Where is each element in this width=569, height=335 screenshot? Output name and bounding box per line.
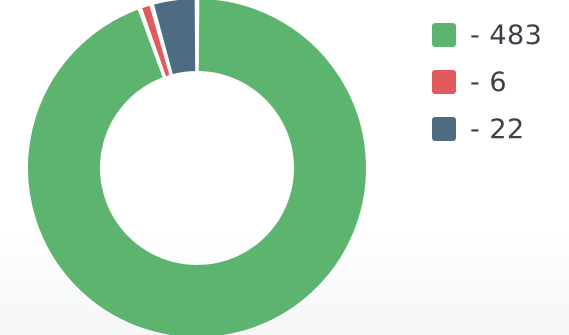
legend-swatch-2 [432,117,456,141]
legend-item-1[interactable]: - 6 [432,65,542,99]
donut-slice-6[interactable] [139,3,172,79]
legend-item-0[interactable]: - 483 [432,18,542,52]
legend-label-1: - 6 [470,66,508,98]
donut-slice-22[interactable] [151,0,198,77]
legend-label-0: - 483 [470,19,543,51]
legend-swatch-0 [432,23,456,47]
donut-slice-483[interactable] [26,0,368,335]
donut-chart [26,0,368,335]
legend-item-2[interactable]: - 22 [432,112,542,146]
legend-label-2: - 22 [470,113,525,145]
legend-swatch-1 [432,70,456,94]
chart-legend: - 483 - 6 - 22 [432,18,542,146]
